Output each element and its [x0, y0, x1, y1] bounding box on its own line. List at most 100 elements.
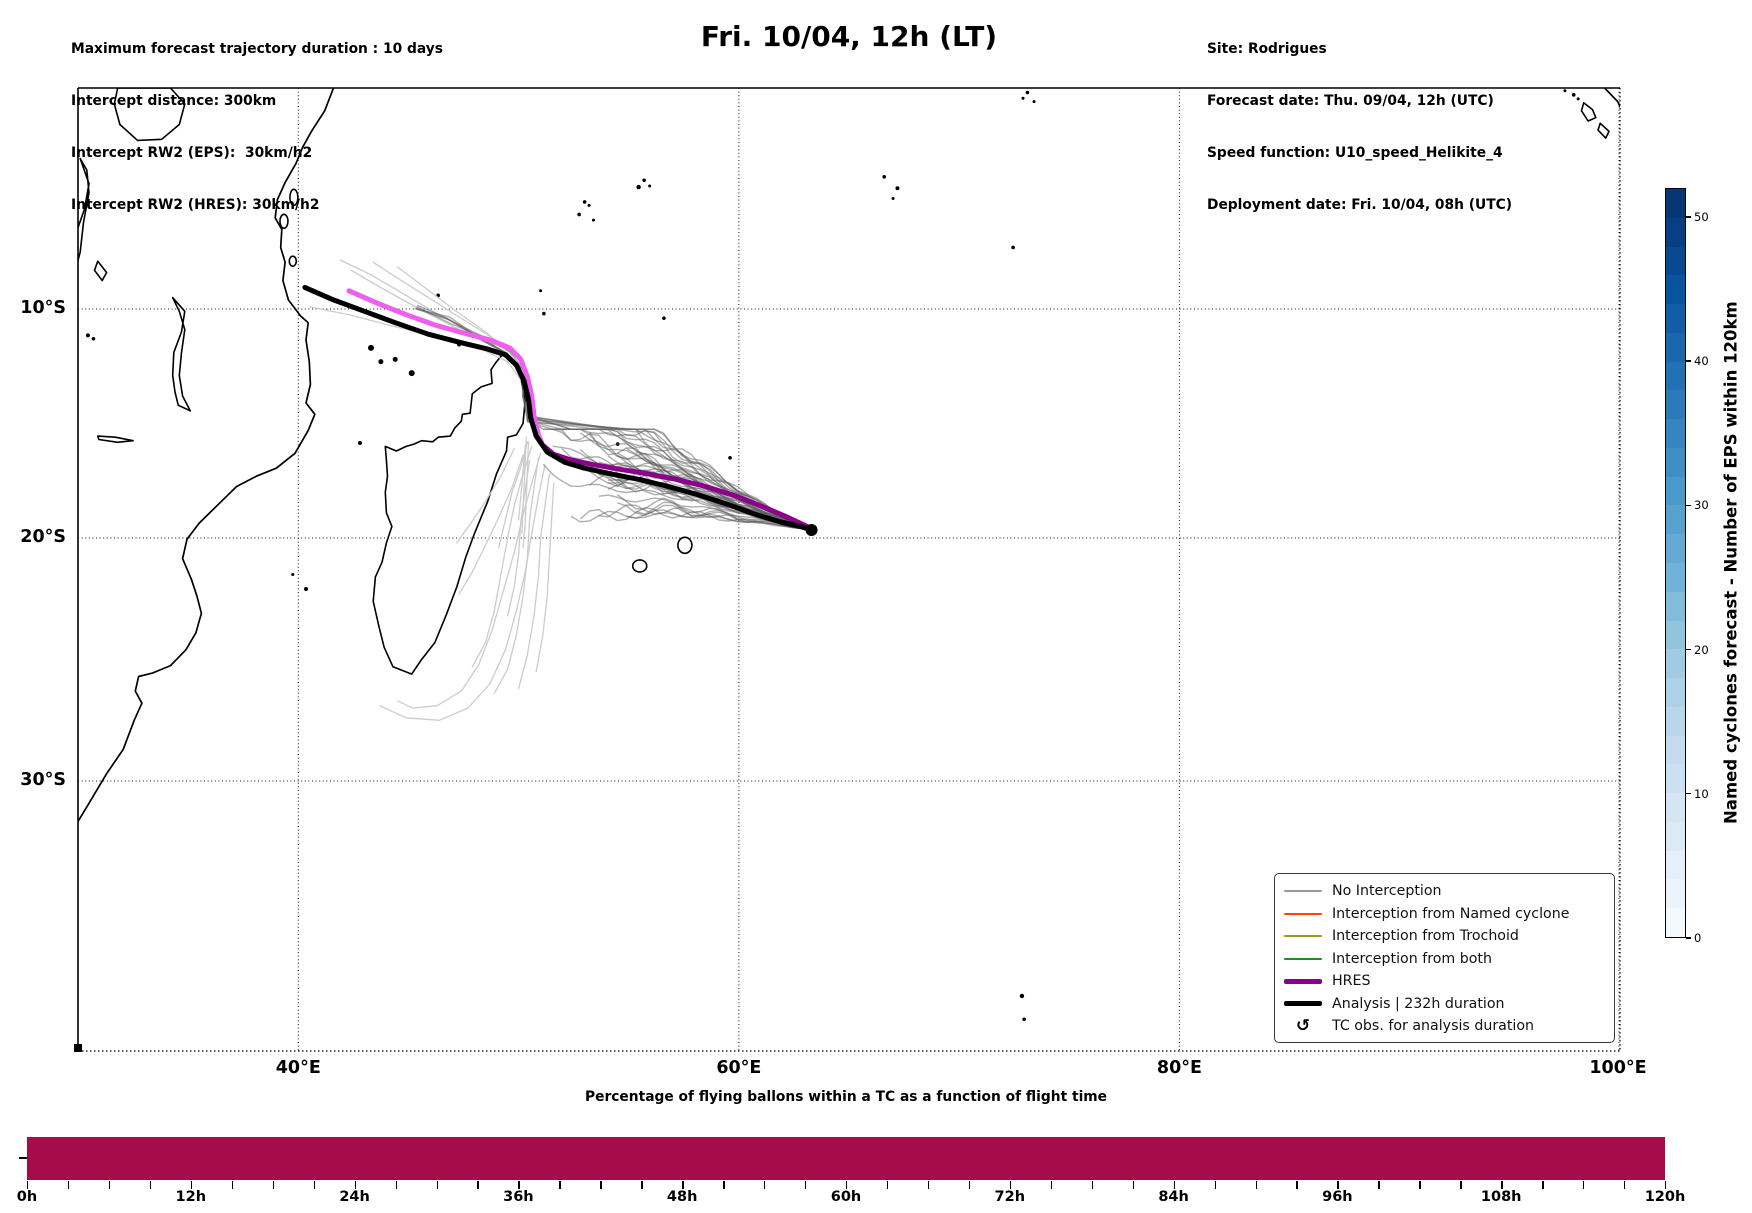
lon-tick-label: 60°E — [716, 1058, 762, 1078]
flight-time-tick-label: 120h — [1644, 1189, 1686, 1205]
flight-time-tick — [108, 1181, 111, 1189]
lon-tick-label: 80°E — [1156, 1058, 1202, 1078]
header-right-line: Forecast date: Thu. 09/04, 12h (UTC) — [1207, 93, 1494, 110]
colorbar-band — [1666, 304, 1685, 334]
colorbar-tick — [1686, 360, 1691, 362]
flight-time-tick-label: 12h — [175, 1189, 207, 1205]
legend-item-label: Interception from both — [1332, 950, 1492, 967]
flight-time-tick-label: 72h — [994, 1189, 1026, 1205]
colorbar-band — [1666, 735, 1685, 765]
flight-time-tick — [1050, 1181, 1053, 1189]
flight-time-tick — [395, 1181, 397, 1189]
colorbar-tick-label: 10 — [1694, 786, 1709, 801]
colorbar-band — [1666, 361, 1685, 391]
map-legend: No Interception Interception from Named c… — [1274, 873, 1615, 1043]
colorbar-band — [1666, 563, 1685, 593]
flight-time-tick — [723, 1181, 725, 1189]
legend-line-swatch — [1283, 912, 1323, 915]
lat-tick-label: 20°S — [20, 527, 66, 547]
colorbar-band — [1666, 419, 1685, 449]
flight-time-tick — [231, 1181, 234, 1189]
colorbar-band — [1666, 447, 1685, 478]
colorbar — [1665, 188, 1686, 938]
flight-time-tick — [1501, 1181, 1503, 1189]
legend-line-swatch — [1283, 978, 1323, 984]
cyclone-rotation-icon: ↺ — [1283, 1015, 1323, 1036]
flight-time-tick — [1460, 1181, 1462, 1189]
flight-time-tick — [846, 1181, 848, 1189]
flight-time-tick — [1173, 1181, 1175, 1189]
flight-time-tick-label: 36h — [503, 1189, 534, 1205]
legend-item: Interception from both — [1283, 948, 1606, 971]
colorbar-band — [1666, 706, 1685, 737]
colorbar-band — [1666, 649, 1685, 679]
header-right-line: Speed function: U10_speed_Helikite_4 — [1207, 145, 1503, 162]
flight-time-tick — [1255, 1181, 1257, 1189]
colorbar-band — [1666, 275, 1685, 305]
header-left-line: Maximum forecast trajectory duration : 1… — [71, 40, 443, 57]
flight-time-tick — [1132, 1181, 1135, 1189]
flight-time-tick — [764, 1181, 766, 1189]
lon-tick-label: 40°E — [275, 1058, 321, 1078]
flight-time-tick — [682, 1181, 684, 1189]
colorbar-band — [1666, 390, 1685, 420]
flight-time-tick — [1624, 1181, 1626, 1189]
legend-item: No Interception — [1283, 880, 1606, 903]
flight-time-tick — [927, 1181, 930, 1189]
header-right-line: Deployment date: Fri. 10/04, 08h (UTC) — [1207, 197, 1513, 214]
header-right-line: Site: Rodrigues — [1207, 40, 1327, 57]
cyclone-rotation-icon: ↺ — [1295, 1015, 1311, 1036]
legend-item: HRES — [1283, 970, 1606, 993]
colorbar-band — [1666, 793, 1685, 823]
legend-item: Interception from Named cyclone — [1283, 903, 1606, 926]
flight-time-tick-label: 24h — [339, 1189, 370, 1205]
flight-time-tick — [805, 1181, 807, 1189]
colorbar-band — [1666, 678, 1685, 708]
colorbar-band — [1666, 476, 1685, 506]
colorbar-tick-label: 20 — [1694, 642, 1709, 657]
flight-time-tick — [1296, 1181, 1298, 1189]
flight-time-tick-label: 96h — [1322, 1189, 1353, 1205]
legend-item: Interception from Trochoid — [1283, 925, 1606, 948]
legend-item-label: Analysis | 232h duration — [1332, 995, 1505, 1012]
flight-time-tick — [354, 1181, 356, 1189]
colorbar-band — [1666, 879, 1685, 909]
legend-item-label: No Interception — [1332, 883, 1442, 900]
flight-time-tick — [27, 1181, 29, 1189]
flight-time-tick-label: 60h — [830, 1189, 862, 1205]
flight-time-tick — [886, 1181, 889, 1189]
colorbar-band — [1666, 217, 1685, 248]
legend-item-label: Interception from Named cyclone — [1332, 905, 1570, 922]
lat-tick-label: 30°S — [20, 770, 66, 790]
colorbar-band — [1666, 246, 1685, 276]
legend-line — [1284, 957, 1322, 960]
flight-time-tick — [190, 1181, 193, 1189]
colorbar-band — [1666, 850, 1685, 880]
colorbar-tick-label: 0 — [1694, 931, 1702, 945]
flight-time-tick — [313, 1181, 316, 1189]
eps-trajectories-gray — [414, 304, 812, 531]
lon-tick-label: 100°E — [1589, 1058, 1647, 1078]
flight-time-tick — [477, 1181, 479, 1189]
colorbar-band — [1666, 764, 1685, 794]
legend-item-label: Interception from Trochoid — [1332, 928, 1519, 945]
colorbar-band — [1666, 591, 1685, 622]
legend-item: Analysis | 232h duration — [1283, 993, 1606, 1016]
header-left-line: Intercept distance: 300km — [71, 93, 277, 110]
colorbar-tick-label: 40 — [1694, 354, 1709, 369]
map-gridlines — [78, 88, 1620, 1051]
colorbar-tick — [1686, 937, 1691, 939]
hres-track — [346, 288, 816, 532]
legend-item-label: TC obs. for analysis duration — [1332, 1018, 1535, 1035]
flight-time-tick — [1091, 1181, 1094, 1189]
flight-time-tick — [1009, 1181, 1012, 1189]
legend-line — [1284, 935, 1322, 938]
map-border — [74, 87, 1621, 1052]
flight-time-tick — [518, 1181, 520, 1189]
legend-line — [1284, 912, 1322, 915]
colorbar-band — [1666, 821, 1685, 852]
colorbar-band — [1666, 505, 1685, 535]
flight-time-tick — [1583, 1181, 1585, 1189]
